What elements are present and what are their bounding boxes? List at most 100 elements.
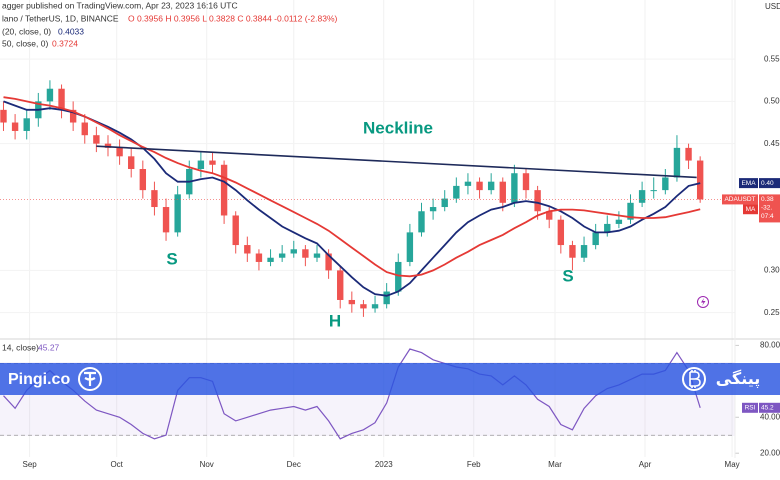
candle-body — [302, 249, 309, 258]
indicator-line — [3, 100, 701, 297]
candle-body — [337, 270, 344, 300]
ma-legend: 50, close, 0) — [2, 38, 48, 48]
last-label-bg — [759, 194, 780, 223]
rsi-tick-label: 80.00 — [760, 341, 780, 350]
header-symbol: lano / TetherUS, 1D, BINANCE — [2, 13, 119, 23]
candle-body — [696, 160, 704, 200]
watermark-band — [0, 363, 780, 395]
candle-body — [464, 181, 472, 186]
y-tick-label: 0.250 — [764, 308, 780, 317]
candle-body — [232, 215, 239, 246]
x-tick-label: May — [725, 460, 740, 469]
candle-body — [0, 109, 7, 123]
watermark-right: پینگی — [716, 369, 761, 389]
rsi-label-value-bg — [759, 402, 780, 413]
candle-body — [290, 249, 297, 254]
candle-body — [406, 232, 414, 262]
candle-body — [580, 245, 588, 258]
candle-body — [197, 160, 205, 169]
candle-body — [348, 299, 356, 305]
candle-body — [128, 156, 135, 169]
ema-legend: (20, close, 0) — [2, 26, 51, 36]
candle-body — [476, 181, 483, 191]
last-label: -32. — [761, 205, 772, 212]
candle-body — [487, 181, 495, 191]
candle-body — [371, 304, 379, 309]
candle-body — [46, 88, 54, 102]
x-tick-label: Dec — [287, 460, 301, 469]
symbol-label-bg — [722, 194, 758, 205]
x-tick-label: Sep — [22, 460, 37, 469]
currency-label: USD — [765, 2, 780, 11]
pattern-label: H — [329, 311, 341, 330]
candle-body — [360, 304, 367, 309]
candle-body — [255, 253, 263, 262]
neckline-label: Neckline — [363, 118, 433, 137]
candle-body — [162, 207, 170, 233]
last-label: 0.38 — [761, 196, 774, 203]
last-label: 07:4 — [761, 213, 774, 220]
symbol-label: ADAUSDT — [724, 196, 755, 203]
plot — [0, 80, 735, 440]
price-label-value-bg — [759, 178, 780, 189]
x-tick-label: Oct — [110, 460, 123, 469]
candle-body — [499, 181, 506, 203]
y-tick-label: 0.500 — [764, 97, 780, 106]
candle-body — [673, 147, 681, 178]
candle-body — [534, 190, 541, 212]
y-tick-label: 0.450 — [764, 139, 780, 148]
pattern-label: S — [562, 266, 573, 285]
rsi-tick-label: 20.00 — [760, 448, 780, 457]
neckline — [96, 145, 697, 179]
header-ohlc: O 0.3956 H 0.3956 L 0.3828 C 0.3844 -0.0… — [128, 13, 338, 23]
candle-body — [418, 211, 425, 233]
candle-body — [615, 219, 623, 224]
candle-body — [81, 122, 88, 136]
candle-body — [93, 135, 100, 144]
rsi-line — [3, 348, 701, 440]
lightning-icon — [697, 296, 709, 308]
x-tick-label: Mar — [548, 460, 562, 469]
candle-body — [209, 160, 216, 165]
candle-body — [429, 207, 437, 212]
candle-body — [685, 147, 692, 161]
rsi-legend: 14, close) — [2, 342, 39, 352]
candle-body — [441, 198, 448, 208]
candle-body — [278, 253, 286, 258]
candle-body — [151, 190, 158, 208]
candle-body — [627, 202, 634, 220]
candle-body — [104, 143, 112, 148]
candle-body — [650, 190, 657, 192]
x-tick-label: 2023 — [375, 460, 393, 469]
candle-body — [325, 253, 332, 271]
candle-body — [546, 211, 553, 220]
indicator-line — [3, 96, 701, 278]
rsi-legend-value: 45.27 — [38, 342, 60, 352]
x-tick-label: Feb — [467, 460, 481, 469]
watermark: Pingi.co پینگی — [0, 363, 780, 395]
rsi-tick-label: 40.00 — [760, 412, 780, 421]
candle-body — [58, 88, 65, 110]
header-line: agger published on TradingView.com, Apr … — [2, 0, 238, 10]
pattern-label: S — [166, 249, 177, 268]
watermark-left: Pingi.co — [8, 371, 70, 388]
y-tick-label: 0.550 — [764, 54, 780, 63]
price-label-value: 0.40 — [761, 180, 774, 187]
y-tick-label: 0.300 — [764, 266, 780, 275]
x-tick-label: Apr — [639, 460, 652, 469]
ma-legend-value: 0.3724 — [52, 38, 78, 48]
candle-body — [638, 190, 646, 203]
price-label-name: EMA — [741, 180, 756, 187]
candle-body — [604, 223, 611, 233]
candle-body — [220, 164, 228, 216]
candle-body — [244, 245, 251, 254]
tether-icon — [78, 367, 102, 391]
price-label-name: MA — [746, 206, 756, 213]
candle-body — [662, 177, 669, 191]
candle-body — [557, 219, 565, 246]
price-label-name-bg — [739, 178, 758, 189]
bitcoin-icon — [682, 367, 706, 391]
